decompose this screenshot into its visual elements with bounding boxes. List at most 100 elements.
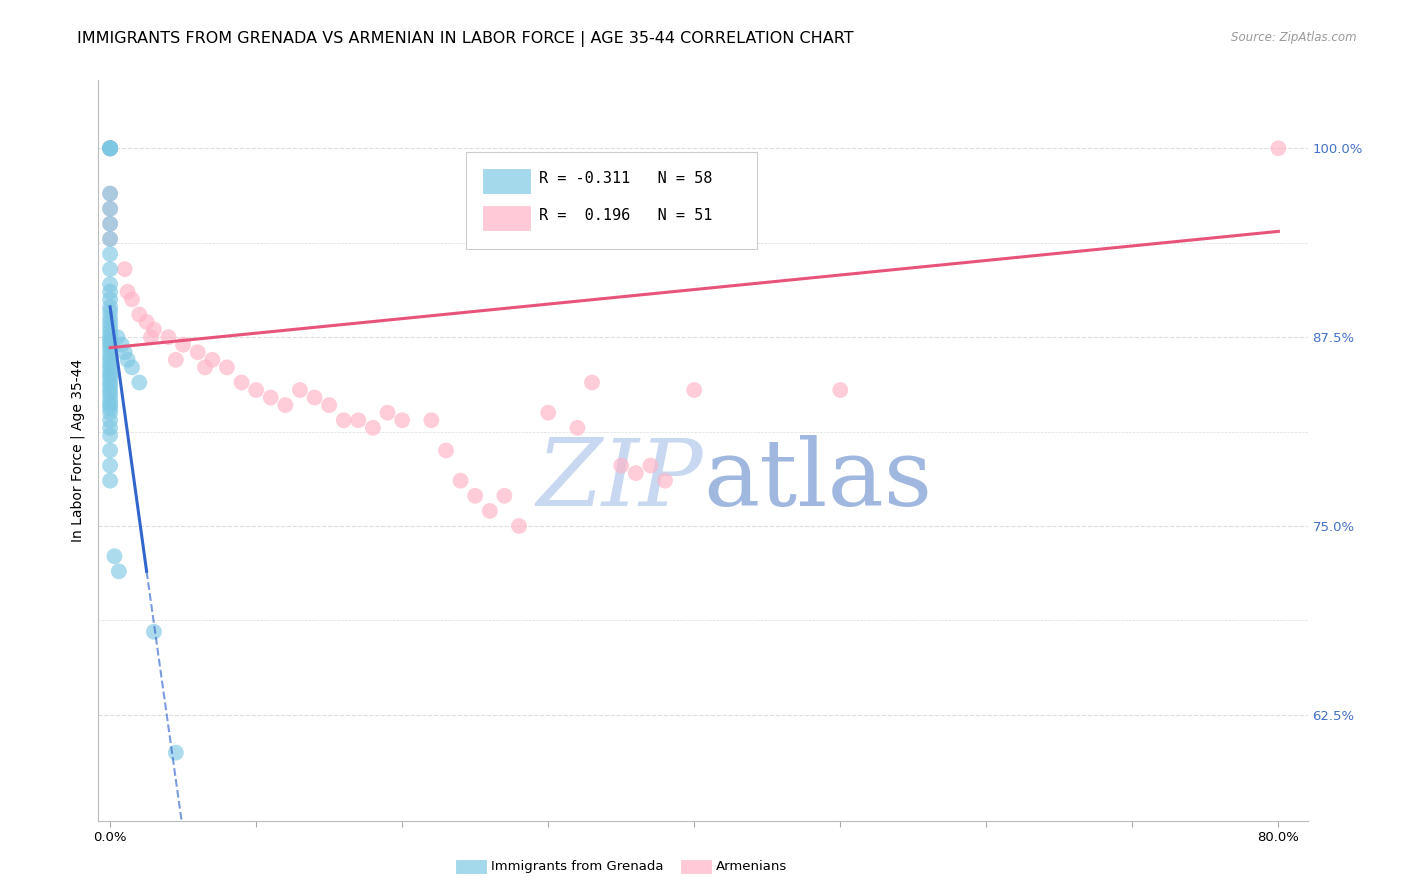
Point [215,360,238,375]
Point [98,217,121,231]
Text: Source: ZipAtlas.com: Source: ZipAtlas.com [1232,31,1357,45]
Text: atlas: atlas [703,435,932,525]
Point [610,458,633,473]
Point [98,350,121,364]
Point [98,421,121,435]
Point [98,141,121,155]
Point [231,376,253,390]
Point [111,337,134,351]
Point [98,141,121,155]
Point [98,310,121,325]
Point [98,328,121,343]
Point [98,337,121,351]
Point [420,413,443,427]
Point [260,391,283,405]
Point [172,337,194,351]
Point [98,186,121,201]
Point [98,391,121,405]
Point [98,406,121,420]
Point [464,489,486,503]
Point [107,330,129,344]
Point [624,466,647,480]
Point [121,293,143,307]
Point [98,293,121,307]
Point [139,330,162,344]
Point [98,262,121,277]
Point [128,376,150,390]
Point [114,345,136,359]
Point [98,186,121,201]
Point [434,443,457,458]
Text: Immigrants from Grenada: Immigrants from Grenada [491,860,664,873]
Point [98,141,121,155]
Point [98,345,121,359]
Point [332,413,354,427]
Point [98,360,121,375]
Point [98,202,121,216]
Point [98,141,121,155]
Point [157,330,180,344]
Point [98,232,121,246]
Point [98,285,121,299]
Point [494,489,516,503]
Point [98,141,121,155]
Point [114,262,136,277]
Point [98,357,121,371]
Point [98,395,121,409]
Point [165,746,187,760]
Point [117,352,139,367]
Point [98,247,121,261]
Point [683,383,706,397]
Point [98,474,121,488]
Point [98,217,121,231]
Point [830,383,852,397]
Text: ZIP: ZIP [536,435,703,525]
Point [1267,141,1289,155]
Point [98,202,121,216]
Point [581,376,603,390]
Point [245,383,267,397]
Point [654,474,676,488]
Point [537,406,560,420]
Point [142,322,165,336]
Point [98,141,121,155]
Point [187,345,209,359]
Point [108,565,131,579]
Point [98,232,121,246]
Point [98,304,121,318]
FancyBboxPatch shape [465,153,758,249]
Point [478,504,501,518]
Point [165,352,187,367]
Point [508,519,530,533]
Point [98,319,121,334]
FancyBboxPatch shape [482,169,530,193]
FancyBboxPatch shape [482,206,530,230]
Point [274,398,297,412]
Point [304,391,326,405]
Point [194,360,217,375]
Point [98,371,121,385]
Text: R = -0.311   N = 58: R = -0.311 N = 58 [538,171,711,186]
Text: IMMIGRANTS FROM GRENADA VS ARMENIAN IN LABOR FORCE | AGE 35-44 CORRELATION CHART: IMMIGRANTS FROM GRENADA VS ARMENIAN IN L… [77,31,853,47]
Point [377,406,399,420]
Point [103,549,125,564]
Point [361,421,384,435]
Point [98,401,121,416]
Point [98,368,121,382]
Point [98,334,121,349]
Point [98,376,121,390]
Point [450,474,472,488]
Point [567,421,589,435]
Point [98,341,121,355]
Y-axis label: In Labor Force | Age 35-44: In Labor Force | Age 35-44 [70,359,84,542]
Text: Armenians: Armenians [716,860,787,873]
Point [142,624,165,639]
Point [98,383,121,397]
Point [98,428,121,442]
Point [98,365,121,379]
Point [135,315,157,329]
Point [98,386,121,401]
Point [98,398,121,412]
Text: R =  0.196   N = 51: R = 0.196 N = 51 [538,208,711,223]
Point [347,413,370,427]
